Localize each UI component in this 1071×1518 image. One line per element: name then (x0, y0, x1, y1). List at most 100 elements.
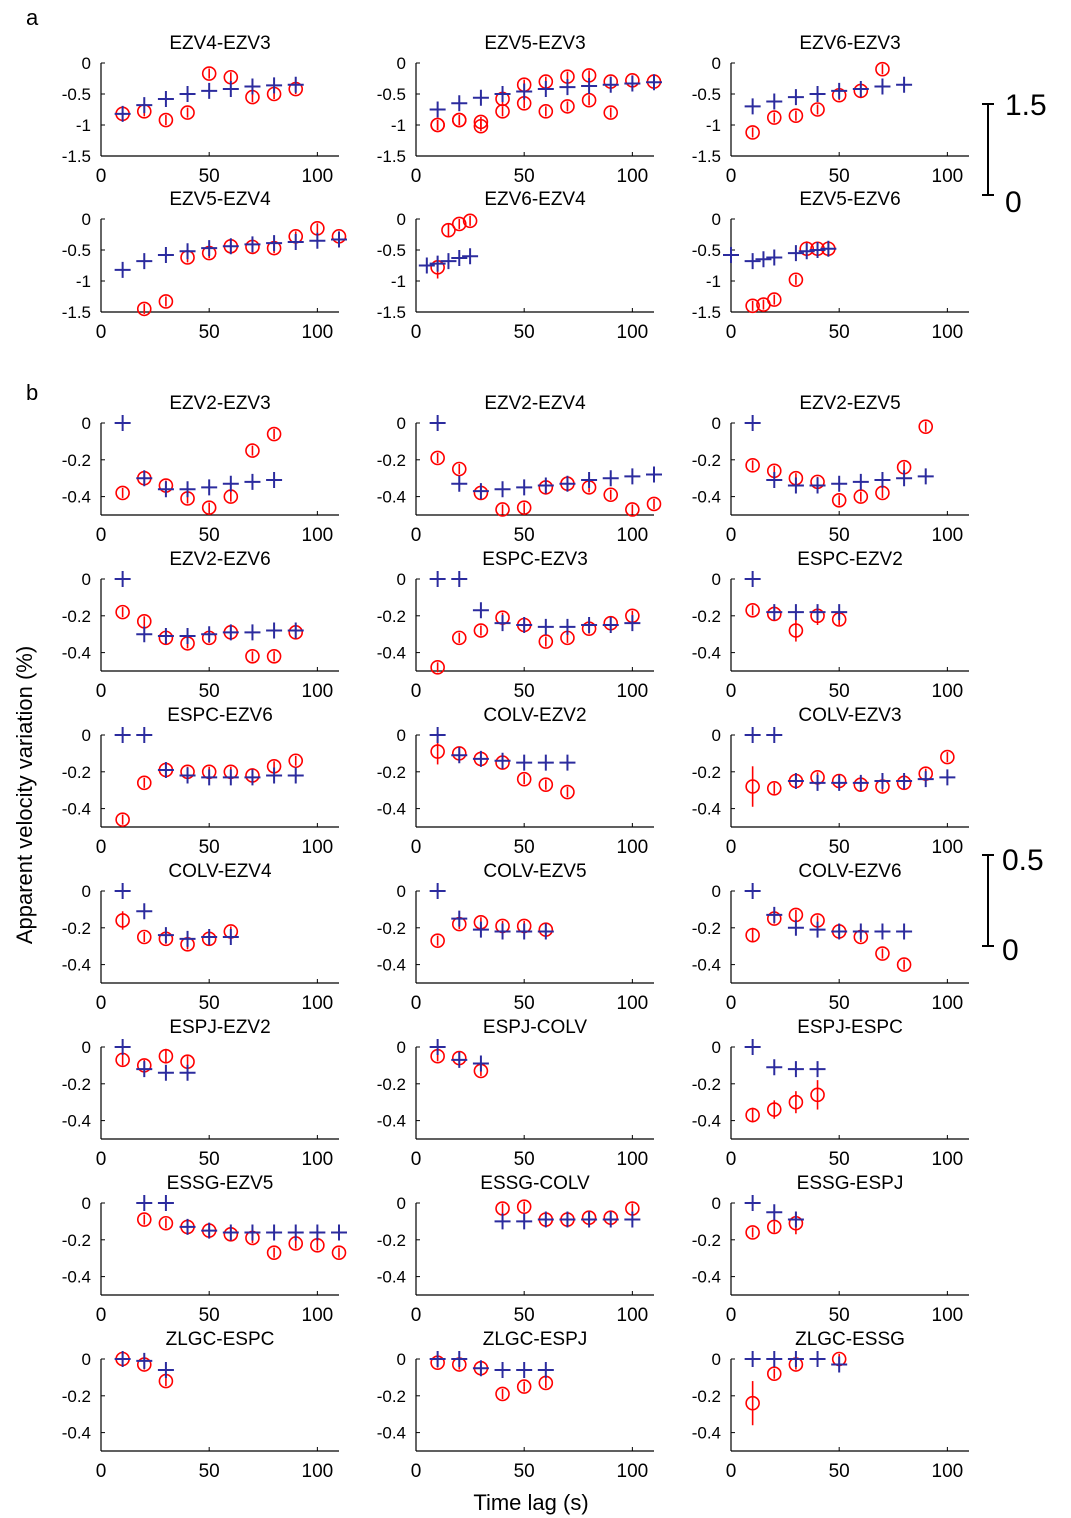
model-point (287, 233, 304, 250)
x-tick-label: 50 (514, 993, 535, 1014)
model-point (766, 1204, 783, 1221)
x-tick-label: 100 (617, 1461, 649, 1482)
observed-point (745, 779, 760, 794)
y-tick-label: -0.2 (377, 1075, 406, 1094)
observed-point (180, 105, 195, 120)
y-tick-label: -0.2 (692, 1075, 721, 1094)
model-point (755, 251, 772, 268)
x-tick-label: 0 (411, 322, 422, 343)
model-point (244, 78, 261, 95)
model-point (787, 89, 804, 106)
y-tick-label: 0 (712, 210, 721, 229)
model-point (809, 921, 826, 938)
model-point (852, 81, 869, 98)
model-point (331, 1224, 347, 1241)
observed-point (495, 502, 510, 517)
y-tick-label: -1 (391, 272, 406, 291)
model-point (874, 773, 891, 789)
y-tick-label: -0.2 (692, 607, 721, 626)
model-point (896, 76, 913, 93)
x-tick-label: 50 (829, 993, 850, 1014)
x-tick-label: 50 (514, 525, 535, 546)
model-point (179, 1218, 196, 1235)
y-tick-label: 0 (397, 414, 406, 433)
x-tick-label: 0 (96, 166, 107, 187)
subplot: EZV5-EZV3 0 -0.5 -1 -1.5 0 50 100 (377, 33, 662, 187)
y-tick-label: 0 (82, 1038, 91, 1057)
y-tick-label: -0.2 (377, 1231, 406, 1250)
model-point (646, 466, 662, 483)
model-point (201, 479, 218, 496)
model-point (602, 76, 619, 93)
subplot: ESPC-EZV3 0 -0.2 -0.4 0 50 100 (377, 549, 654, 702)
observed-point (266, 426, 282, 442)
model-point (766, 727, 783, 743)
observed-point (538, 634, 554, 649)
model-point (244, 473, 261, 490)
observed-point (430, 117, 445, 133)
observed-point (766, 1102, 782, 1117)
subplot: ESPJ-COLV 0 -0.2 -0.4 0 50 100 (377, 1017, 654, 1170)
x-tick-label: 50 (199, 166, 220, 187)
model-point (516, 923, 533, 940)
x-tick-label: 0 (726, 681, 737, 702)
model-point (809, 1351, 826, 1367)
model-point (581, 472, 598, 489)
model-point (157, 1362, 174, 1379)
subplot: ESSG-COLV 0 -0.2 -0.4 0 50 100 (377, 1173, 654, 1326)
model-point (244, 769, 261, 786)
model-point (723, 246, 739, 263)
model-point (559, 754, 576, 771)
subplot-title: COLV-EZV2 (483, 705, 586, 726)
model-point (429, 883, 446, 899)
subplot: EZV2-EZV5 0 -0.2 -0.4 0 50 100 (692, 393, 969, 546)
model-point (787, 919, 804, 936)
x-tick-label: 50 (514, 1461, 535, 1482)
model-point (559, 618, 576, 635)
observed-point (462, 213, 478, 229)
model-point (852, 923, 869, 940)
model-point (201, 626, 218, 643)
y-tick-label: -1.5 (692, 147, 721, 166)
observed-point (430, 660, 445, 675)
model-point (787, 245, 804, 262)
x-tick-label: 0 (726, 322, 737, 343)
y-tick-label: 0 (712, 1194, 721, 1213)
model-point (494, 86, 511, 102)
scale-bar-b: 0.5 0 (982, 844, 1044, 967)
x-tick-label: 0 (726, 993, 737, 1014)
model-point (516, 83, 533, 100)
model-point (744, 1039, 761, 1055)
model-point (266, 472, 283, 489)
model-point (222, 769, 239, 786)
y-tick-label: -0.4 (377, 1112, 406, 1131)
y-tick-label: 0 (397, 210, 406, 229)
x-tick-label: 0 (411, 681, 422, 702)
x-tick-label: 50 (199, 681, 220, 702)
observed-point (451, 630, 467, 646)
y-tick-label: -0.5 (692, 241, 721, 260)
x-tick-label: 50 (514, 166, 535, 187)
subplot-title: ESPC-EZV6 (167, 705, 273, 726)
model-point (537, 1211, 554, 1228)
y-tick-label: 0 (82, 726, 91, 745)
y-tick-label: -1.5 (377, 147, 406, 166)
model-point (429, 255, 446, 272)
observed-point (473, 118, 489, 134)
x-tick-label: 50 (199, 837, 220, 858)
observed-point (473, 623, 489, 638)
model-point (766, 1351, 783, 1367)
y-tick-label: -0.4 (377, 1424, 406, 1443)
x-tick-label: 50 (514, 837, 535, 858)
y-tick-label: -0.5 (377, 85, 406, 104)
observed-point (451, 461, 467, 477)
x-tick-label: 100 (302, 322, 334, 343)
observed-point (745, 125, 760, 140)
model-point (581, 1211, 598, 1228)
model-point (559, 1211, 576, 1228)
y-tick-label: -0.2 (62, 1231, 91, 1250)
model-point (451, 95, 468, 112)
observed-point (875, 61, 890, 77)
x-tick-label: 100 (932, 837, 964, 858)
observed-point (136, 301, 152, 317)
